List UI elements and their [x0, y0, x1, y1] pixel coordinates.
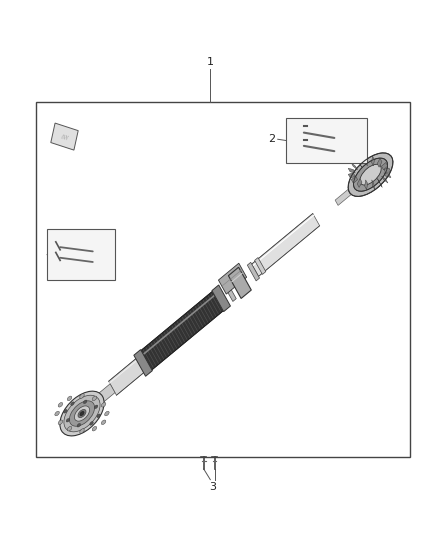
Ellipse shape — [348, 153, 393, 197]
Ellipse shape — [74, 406, 89, 421]
Ellipse shape — [101, 402, 106, 407]
Polygon shape — [351, 163, 357, 170]
Ellipse shape — [66, 418, 70, 422]
Ellipse shape — [94, 405, 98, 409]
Polygon shape — [219, 263, 247, 294]
Polygon shape — [384, 168, 391, 173]
Polygon shape — [228, 267, 251, 298]
Ellipse shape — [67, 396, 72, 401]
Polygon shape — [377, 158, 382, 167]
Ellipse shape — [90, 422, 93, 425]
Ellipse shape — [71, 402, 74, 406]
Bar — [36, 102, 410, 457]
Ellipse shape — [80, 429, 84, 433]
Ellipse shape — [55, 411, 60, 416]
Polygon shape — [223, 281, 236, 302]
Polygon shape — [232, 271, 247, 295]
Polygon shape — [348, 173, 355, 178]
Ellipse shape — [80, 394, 84, 398]
Text: 3: 3 — [209, 481, 216, 491]
Polygon shape — [357, 158, 362, 167]
Ellipse shape — [60, 391, 104, 436]
Polygon shape — [364, 156, 367, 166]
Text: 2: 2 — [268, 134, 276, 144]
Polygon shape — [134, 350, 152, 376]
Ellipse shape — [78, 409, 86, 417]
Ellipse shape — [83, 400, 87, 403]
Polygon shape — [212, 285, 230, 312]
Ellipse shape — [105, 411, 109, 416]
Ellipse shape — [80, 411, 84, 416]
Polygon shape — [335, 175, 369, 205]
Bar — [51, 123, 78, 150]
Ellipse shape — [92, 396, 97, 401]
Polygon shape — [381, 176, 388, 183]
Text: 2: 2 — [77, 232, 84, 243]
Polygon shape — [138, 289, 226, 373]
Ellipse shape — [64, 395, 100, 432]
Ellipse shape — [92, 426, 97, 431]
Ellipse shape — [353, 158, 388, 191]
Ellipse shape — [97, 414, 100, 417]
Polygon shape — [357, 179, 362, 188]
Ellipse shape — [77, 424, 81, 427]
Ellipse shape — [58, 402, 63, 407]
Polygon shape — [247, 262, 260, 281]
Ellipse shape — [67, 426, 72, 431]
Polygon shape — [254, 257, 266, 274]
Polygon shape — [365, 180, 367, 190]
Text: 1: 1 — [207, 58, 214, 67]
Polygon shape — [109, 356, 147, 395]
Ellipse shape — [360, 164, 381, 185]
Text: ////: //// — [61, 133, 68, 140]
Ellipse shape — [58, 420, 63, 425]
Polygon shape — [378, 179, 382, 187]
Polygon shape — [384, 173, 391, 177]
Bar — [286, 118, 367, 163]
Polygon shape — [351, 176, 358, 183]
Polygon shape — [372, 180, 375, 190]
Polygon shape — [86, 384, 115, 413]
Ellipse shape — [70, 401, 95, 426]
Bar — [47, 229, 115, 280]
Polygon shape — [371, 156, 374, 166]
Ellipse shape — [101, 420, 106, 425]
Polygon shape — [381, 163, 388, 169]
Polygon shape — [252, 214, 320, 276]
Polygon shape — [348, 168, 355, 173]
Polygon shape — [212, 289, 226, 311]
Ellipse shape — [64, 409, 67, 413]
